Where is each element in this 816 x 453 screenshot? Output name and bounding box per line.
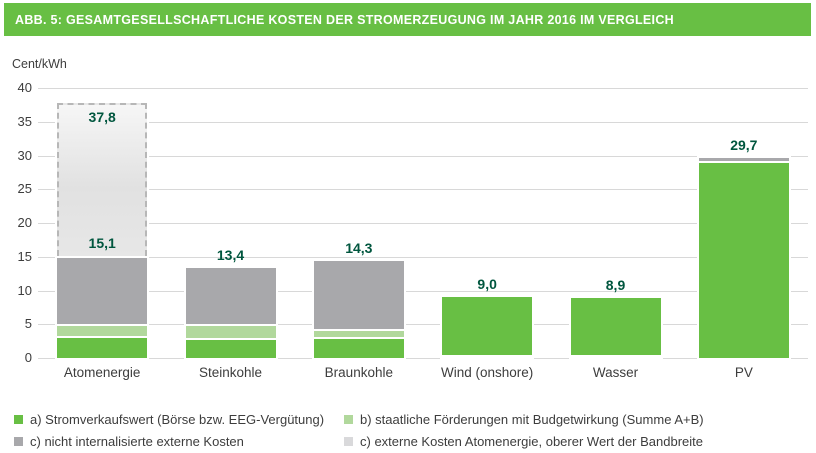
figure-title: ABB. 5: GESAMTGESELLSCHAFTLICHE KOSTEN D… [15, 12, 674, 27]
value-label: 15,1 [88, 235, 116, 252]
category-label: Steinkohle [198, 365, 263, 380]
grid-line [38, 223, 808, 224]
category-label: PV [734, 365, 753, 380]
legend-item: c) externe Kosten Atomenergie, oberer We… [344, 434, 704, 449]
bar-segment-c2 [57, 102, 148, 257]
bar-segment-c [698, 157, 789, 161]
grid-line [38, 189, 808, 191]
y-tick-label: 20 [17, 215, 32, 230]
bar-segment-c [570, 356, 661, 358]
bar-segment-a [698, 160, 789, 358]
legend-label: c) nicht internalisierte externe Kosten [30, 434, 244, 449]
bar-segment-c [185, 267, 276, 324]
y-tick-label: 30 [17, 147, 32, 163]
grid-line [38, 324, 808, 326]
bar-segment-c [313, 261, 404, 329]
y-tick-label: 25 [17, 181, 32, 197]
legend-swatch-icon [14, 415, 23, 424]
legend-item: b) staatliche Förderungen mit Budgetwirk… [344, 412, 704, 427]
legend-swatch-icon [344, 437, 353, 446]
figure-title-bar: ABB. 5: GESAMTGESELLSCHAFTLICHE KOSTEN D… [4, 3, 811, 36]
category-label: Wind (onshore) [441, 365, 534, 380]
bar-segment-a [185, 337, 276, 358]
bar-segment-b [313, 328, 404, 338]
grid-line [38, 155, 808, 157]
grid-line [38, 88, 808, 89]
bar-segment-a [57, 336, 148, 358]
bar-segment-b [185, 323, 276, 338]
bar-segment-c [442, 356, 533, 358]
bar-segment-c [57, 256, 148, 324]
y-tick-label: 15 [17, 248, 32, 264]
value-label: 29,7 [730, 136, 758, 153]
legend-label: a) Stromverkaufswert (Börse bzw. EEG-Ver… [30, 412, 325, 427]
bar-segment-a [570, 297, 661, 355]
value-label: 13,4 [216, 246, 245, 263]
y-tick-label: 40 [17, 80, 32, 95]
grid-line [38, 256, 808, 258]
bar-segment-a [313, 337, 404, 358]
bar-segment-b [57, 323, 148, 337]
bar-segment-a [442, 297, 533, 355]
legend-swatch-icon [14, 437, 23, 446]
value-label: 8,9 [605, 276, 626, 293]
value-label: 9,0 [477, 276, 497, 293]
y-tick-label: 5 [24, 316, 32, 332]
y-tick-label: 35 [17, 113, 32, 129]
category-label: Atomenergie [63, 365, 141, 380]
legend-label: b) staatliche Förderungen mit Budgetwirk… [360, 412, 704, 427]
legend-swatch-icon [344, 415, 353, 424]
y-tick-label: 10 [17, 282, 32, 298]
legend-item: a) Stromverkaufswert (Börse bzw. EEG-Ver… [14, 412, 344, 427]
category-label: Wasser [592, 365, 639, 380]
grid-line [38, 290, 808, 292]
bar-segment-b [570, 354, 661, 357]
y-tick-label: 0 [24, 350, 32, 365]
y-axis-unit-label: Cent/kWh [12, 57, 67, 71]
value-label: 37,8 [88, 108, 116, 125]
category-label: Braunkohle [324, 365, 393, 380]
legend: a) Stromverkaufswert (Börse bzw. EEG-Ver… [14, 412, 704, 449]
grid-line [38, 358, 808, 359]
legend-label: c) externe Kosten Atomenergie, oberer We… [360, 434, 704, 449]
bar-segment-b [442, 354, 533, 357]
grid-line [38, 121, 808, 123]
legend-item: c) nicht internalisierte externe Kosten [14, 434, 344, 449]
value-label: 14,3 [345, 240, 373, 257]
